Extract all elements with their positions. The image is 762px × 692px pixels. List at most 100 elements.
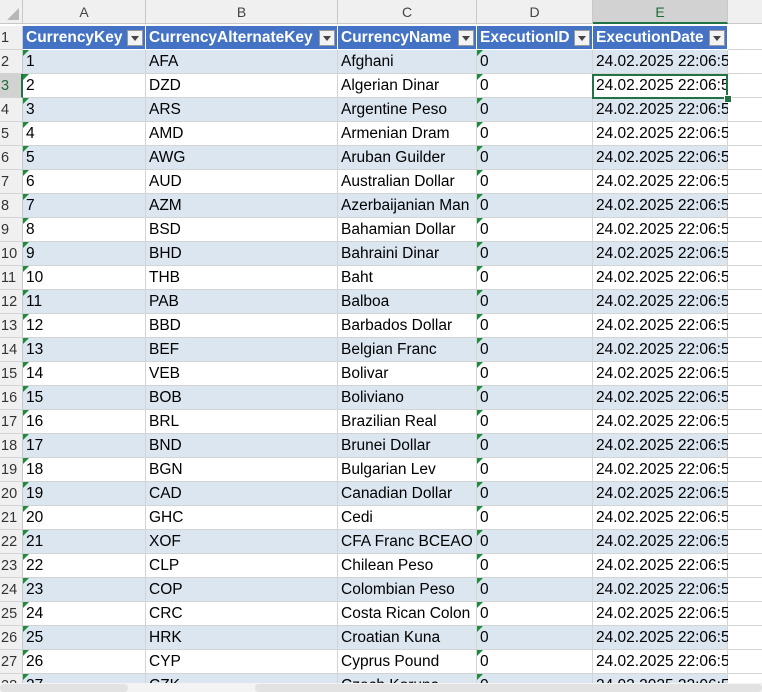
column-header-e[interactable]: E	[593, 0, 728, 24]
empty-cell[interactable]	[728, 146, 762, 170]
cell-currency-key[interactable]: 10	[23, 266, 146, 290]
cell-currency-key[interactable]: 1	[23, 50, 146, 74]
row-number[interactable]: 7	[0, 170, 23, 194]
cell-execution-id[interactable]: 0	[477, 530, 593, 554]
cell-execution-date[interactable]: 24.02.2025 22:06:50	[593, 146, 738, 170]
cell-execution-id[interactable]: 0	[477, 170, 593, 194]
cell-execution-id[interactable]: 0	[477, 338, 593, 362]
cell-execution-id[interactable]: 0	[477, 74, 593, 98]
column-header-f[interactable]	[728, 0, 762, 24]
cell-currency-alternate-key[interactable]: BOB	[146, 386, 338, 410]
cell-execution-date[interactable]: 24.02.2025 22:06:50	[593, 170, 738, 194]
cell-execution-date[interactable]: 24.02.2025 22:06:50	[593, 98, 738, 122]
empty-cell[interactable]	[728, 482, 762, 506]
cell-execution-id[interactable]: 0	[477, 50, 593, 74]
cell-execution-id[interactable]: 0	[477, 218, 593, 242]
row-number[interactable]: 13	[0, 314, 23, 338]
cell-currency-name[interactable]: Brunei Dollar	[338, 434, 477, 458]
cell-currency-name[interactable]: Azerbaijanian Man	[338, 194, 477, 218]
cell-execution-date[interactable]: 24.02.2025 22:06:50	[593, 218, 738, 242]
cell-currency-name[interactable]: Cedi	[338, 506, 477, 530]
cell-currency-name[interactable]: Costa Rican Colon	[338, 602, 477, 626]
horizontal-scrollbar[interactable]	[0, 683, 762, 692]
cell-currency-alternate-key[interactable]: BHD	[146, 242, 338, 266]
row-number[interactable]: 25	[0, 602, 23, 626]
cell-currency-name[interactable]: Brazilian Real	[338, 410, 477, 434]
cell-execution-id[interactable]: 0	[477, 194, 593, 218]
row-number[interactable]: 6	[0, 146, 23, 170]
cell-currency-key[interactable]: 23	[23, 578, 146, 602]
cell-execution-date[interactable]: 24.02.2025 22:06:50	[593, 602, 738, 626]
empty-cell[interactable]	[728, 386, 762, 410]
empty-cell[interactable]	[728, 98, 762, 122]
row-number[interactable]: 11	[0, 266, 23, 290]
header-cell-execution-date[interactable]: ExecutionDate	[593, 26, 728, 50]
empty-cell[interactable]	[728, 74, 762, 98]
row-number[interactable]: 19	[0, 458, 23, 482]
cell-execution-date[interactable]: 24.02.2025 22:06:50	[593, 242, 738, 266]
cell-execution-id[interactable]: 0	[477, 578, 593, 602]
cell-currency-alternate-key[interactable]: AWG	[146, 146, 338, 170]
cell-currency-name[interactable]: Aruban Guilder	[338, 146, 477, 170]
cell-currency-alternate-key[interactable]: CYP	[146, 650, 338, 674]
cell-execution-date[interactable]: 24.02.2025 22:06:50	[593, 386, 738, 410]
header-cell-currency-name[interactable]: CurrencyName	[338, 26, 477, 50]
filter-dropdown-icon[interactable]	[319, 30, 335, 46]
cell-currency-alternate-key[interactable]: CLP	[146, 554, 338, 578]
cell-execution-date[interactable]: 24.02.2025 22:06:50	[593, 314, 738, 338]
cell-execution-id[interactable]: 0	[477, 458, 593, 482]
cell-currency-alternate-key[interactable]: HRK	[146, 626, 338, 650]
cell-currency-key[interactable]: 17	[23, 434, 146, 458]
column-header-d[interactable]: D	[477, 0, 593, 24]
cell-currency-key[interactable]: 7	[23, 194, 146, 218]
cell-currency-key[interactable]: 21	[23, 530, 146, 554]
cell-currency-alternate-key[interactable]: BGN	[146, 458, 338, 482]
cell-execution-date[interactable]: 24.02.2025 22:06:50	[593, 362, 738, 386]
cell-currency-alternate-key[interactable]: ARS	[146, 98, 338, 122]
cell-execution-id[interactable]: 0	[477, 482, 593, 506]
empty-cell[interactable]	[728, 650, 762, 674]
column-header-a[interactable]: A	[23, 0, 146, 24]
fill-handle[interactable]	[724, 95, 732, 103]
filter-dropdown-icon[interactable]	[127, 30, 143, 46]
cell-currency-name[interactable]: Chilean Peso	[338, 554, 477, 578]
cell-currency-name[interactable]: Boliviano	[338, 386, 477, 410]
cell-execution-id[interactable]: 0	[477, 626, 593, 650]
cell-execution-date[interactable]: 24.02.2025 22:06:50	[593, 626, 738, 650]
cell-execution-date[interactable]: 24.02.2025 22:06:50	[593, 194, 738, 218]
cell-execution-id[interactable]: 0	[477, 602, 593, 626]
column-header-c[interactable]: C	[338, 0, 477, 24]
cell-currency-alternate-key[interactable]: DZD	[146, 74, 338, 98]
cell-execution-date[interactable]: 24.02.2025 22:06:50	[593, 338, 738, 362]
cell-currency-key[interactable]: 11	[23, 290, 146, 314]
empty-cell[interactable]	[728, 50, 762, 74]
header-cell-currency-alternate-key[interactable]: CurrencyAlternateKey	[146, 26, 338, 50]
row-number[interactable]: 12	[0, 290, 23, 314]
cell-currency-name[interactable]: Bulgarian Lev	[338, 458, 477, 482]
cell-currency-key[interactable]: 4	[23, 122, 146, 146]
row-number[interactable]: 23	[0, 554, 23, 578]
cell-currency-name[interactable]: Argentine Peso	[338, 98, 477, 122]
cell-currency-name[interactable]: Belgian Franc	[338, 338, 477, 362]
cell-execution-id[interactable]: 0	[477, 98, 593, 122]
cell-currency-key[interactable]: 16	[23, 410, 146, 434]
cell-currency-name[interactable]: Algerian Dinar	[338, 74, 477, 98]
cell-execution-id[interactable]: 0	[477, 266, 593, 290]
cell-execution-date[interactable]: 24.02.2025 22:06:50	[593, 482, 738, 506]
header-cell-currency-key[interactable]: CurrencyKey	[23, 26, 146, 50]
cell-execution-id[interactable]: 0	[477, 506, 593, 530]
cell-currency-name[interactable]: Balboa	[338, 290, 477, 314]
cell-currency-name[interactable]: Barbados Dollar	[338, 314, 477, 338]
cell-execution-date[interactable]: 24.02.2025 22:06:50	[593, 410, 738, 434]
cell-currency-key[interactable]: 5	[23, 146, 146, 170]
row-number[interactable]: 17	[0, 410, 23, 434]
cell-execution-id[interactable]: 0	[477, 554, 593, 578]
row-number[interactable]: 24	[0, 578, 23, 602]
empty-cell[interactable]	[728, 26, 762, 50]
cell-currency-key[interactable]: 20	[23, 506, 146, 530]
cell-execution-date[interactable]: 24.02.2025 22:06:50	[593, 530, 738, 554]
empty-cell[interactable]	[728, 554, 762, 578]
empty-cell[interactable]	[728, 194, 762, 218]
empty-cell[interactable]	[728, 170, 762, 194]
cell-currency-name[interactable]: Cyprus Pound	[338, 650, 477, 674]
